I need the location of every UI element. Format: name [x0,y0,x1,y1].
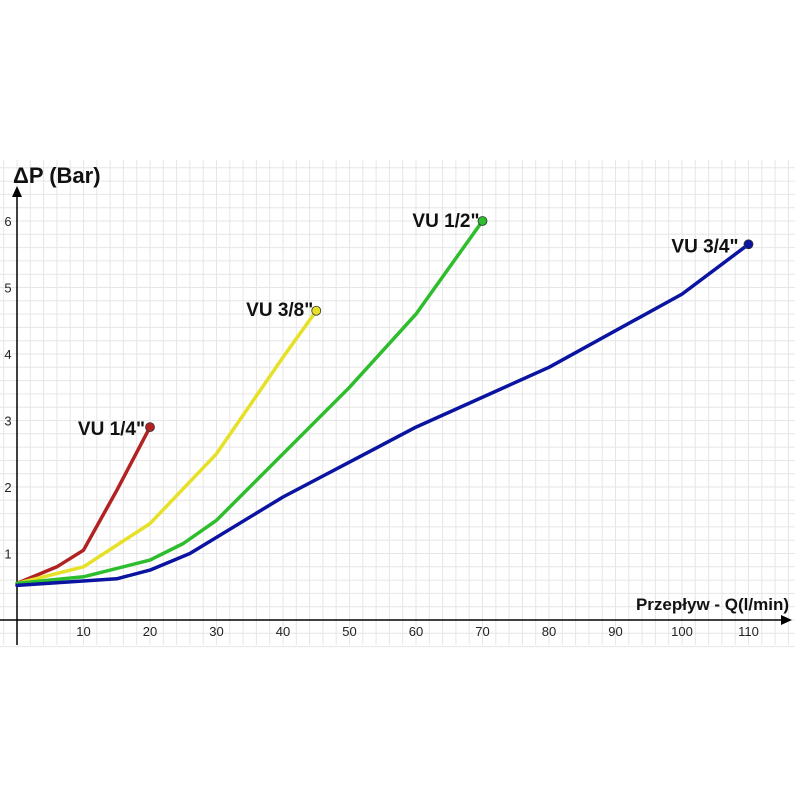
x-tick-label: 90 [608,624,622,639]
series-line [15,219,485,586]
series-line [15,425,152,586]
series-endpoint [743,239,754,250]
x-tick-label: 60 [409,624,423,639]
series-endpoint [311,305,322,316]
x-axis-arrow [781,615,792,625]
x-tick-label: 50 [342,624,356,639]
y-tick-label: 1 [4,547,11,562]
series-line [15,309,319,586]
y-tick-label: 2 [4,480,11,495]
series-label: VU 1/2" [412,211,479,232]
y-tick-label: 5 [4,281,11,296]
y-tick-label: 6 [4,214,11,229]
series-label: VU 1/4" [78,419,145,440]
x-tick-label: 40 [276,624,290,639]
series-labels: VU 1/4" VU 3/8" VU 1/2" VU 3/4" [78,211,739,440]
series-endpoint [145,422,155,433]
y-axis-arrow [12,186,22,197]
grid [0,160,795,648]
series-label: VU 3/8" [246,300,313,321]
x-tick-label: 110 [738,624,759,639]
x-tick-label: 80 [542,624,556,639]
y-tick-label: 3 [4,414,11,429]
x-tick-label: 100 [671,624,693,639]
x-axis-title: Przepływ - Q(l/min) [636,595,789,614]
series-lines [15,216,754,588]
y-axis-title: ΔP (Bar) [13,163,101,188]
tick-labels: 10 20 30 40 50 60 70 80 90 100 110 1 2 3 4 5 6 [4,214,758,639]
y-tick-label: 4 [4,347,11,362]
x-tick-label: 30 [209,624,223,639]
axes [0,186,792,645]
series-line [15,242,751,588]
series-endpoint [477,216,488,226]
series-label: VU 3/4" [671,236,738,257]
x-tick-label: 10 [76,624,90,639]
x-tick-label: 70 [475,624,489,639]
x-tick-label: 20 [143,624,157,639]
